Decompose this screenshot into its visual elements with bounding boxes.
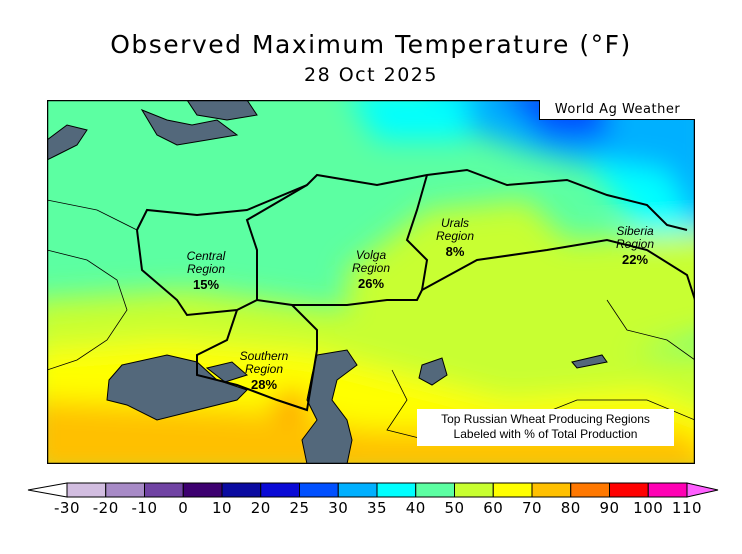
legend-arrow-above <box>686 482 719 498</box>
legend-swatch <box>570 482 610 498</box>
legend-swatch <box>182 482 223 498</box>
temperature-map <box>47 100 695 464</box>
note-box: Top Russian Wheat Producing Regions Labe… <box>417 409 674 446</box>
legend-tick-label: 25 <box>289 499 310 517</box>
legend-swatch <box>337 482 378 498</box>
temp-field-70-80 <box>47 400 695 464</box>
region-word: Region <box>435 229 475 243</box>
southern-border <box>196 309 318 412</box>
legend-tick-label: 40 <box>405 499 426 517</box>
region-word: Region <box>615 237 655 251</box>
region-pct: 15% <box>192 277 220 292</box>
temp-field-30-35 <box>443 100 695 246</box>
northern-border <box>136 168 688 231</box>
legend-tick-label: -20 <box>92 499 119 517</box>
legend-tick-label: -30 <box>54 499 80 517</box>
lake-onega <box>186 100 258 121</box>
legend-tick-label: -10 <box>131 499 158 517</box>
legend-tick-label: 80 <box>560 499 581 517</box>
region-word: Region <box>351 261 391 275</box>
region-name: Siberia <box>616 224 654 238</box>
water-bodies <box>47 100 608 464</box>
legend-swatch <box>647 482 688 498</box>
note-line-1: Top Russian Wheat Producing Regions <box>441 412 650 426</box>
legend-swatch <box>415 482 455 498</box>
map-date: 28 Oct 2025 <box>304 64 438 86</box>
region-pct: 26% <box>357 276 385 291</box>
region-label-southern: Southern Region 28% <box>232 349 296 392</box>
note-line-2: Labeled with % of Total Production <box>453 427 638 441</box>
black-sea <box>106 354 248 421</box>
region-name: Central <box>186 249 226 263</box>
legend-swatch <box>221 482 262 498</box>
baltic-sea <box>47 124 88 161</box>
legend-tick-label: 110 <box>671 499 703 517</box>
region-name: Volga <box>355 248 387 262</box>
legend-arrow-below <box>27 482 68 498</box>
legend-tick-label: 50 <box>444 499 465 517</box>
region-name: Southern <box>239 349 289 363</box>
legend-tick-label: 0 <box>178 499 189 517</box>
legend-tick-label: 60 <box>483 499 504 517</box>
legend-swatch <box>531 482 572 498</box>
legend-tick-label: 30 <box>328 499 349 517</box>
urals-siberia-border <box>421 238 695 301</box>
legend-swatch <box>299 482 339 498</box>
sea-of-azov <box>205 361 249 383</box>
temp-field-50-60-east <box>347 200 695 370</box>
legend-swatch <box>260 482 300 498</box>
legend-swatch <box>144 482 184 498</box>
region-word: Region <box>186 262 226 276</box>
legend-swatch <box>376 482 417 498</box>
region-pct: 22% <box>621 252 649 267</box>
legend-tick-label: 10 <box>211 499 233 517</box>
volga-urals-border <box>292 174 429 306</box>
region-pct: 8% <box>445 244 465 259</box>
legend-tick-label: 35 <box>366 499 388 517</box>
region-label-siberia: Siberia Region 22% <box>605 224 665 267</box>
lake-ladoga <box>140 108 239 146</box>
lake-balkhash <box>571 354 608 369</box>
legend-swatch <box>105 482 145 498</box>
region-label-volga: Volga Region 26% <box>341 248 401 291</box>
legend-swatch <box>492 482 533 498</box>
legend-tick-label: 90 <box>599 499 620 517</box>
region-pct: 28% <box>250 377 278 392</box>
map-frame <box>47 100 695 464</box>
region-name: Urals <box>440 216 469 230</box>
aral-sea <box>418 357 448 386</box>
temp-field-35-40-north <box>353 100 467 140</box>
legend-swatch <box>454 482 494 498</box>
region-label-urals: Urals Region 8% <box>425 216 485 259</box>
legend-swatch <box>609 482 649 498</box>
legend-tick-label: 70 <box>521 499 543 517</box>
legend-tick-label: 20 <box>250 499 271 517</box>
map-title: Observed Maximum Temperature (°F) <box>110 30 632 59</box>
region-label-central: Central Region 15% <box>176 249 236 292</box>
brand-label: World Ag Weather <box>539 100 695 120</box>
legend-swatch <box>66 482 107 498</box>
central-volga-border <box>245 184 308 300</box>
region-word: Region <box>244 362 284 376</box>
legend-tick-label: 100 <box>633 499 664 517</box>
region-borders <box>136 168 695 412</box>
